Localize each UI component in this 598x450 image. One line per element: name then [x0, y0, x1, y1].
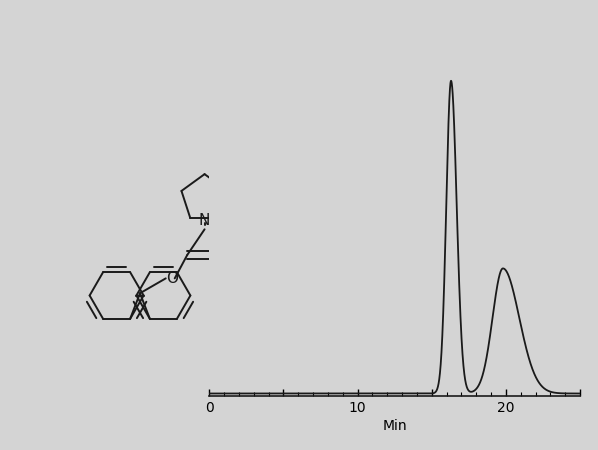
Text: O: O [166, 271, 178, 286]
Text: O: O [266, 184, 278, 199]
Text: OH: OH [248, 155, 271, 170]
Text: *: * [233, 184, 242, 202]
X-axis label: Min: Min [382, 419, 407, 433]
Text: N: N [199, 213, 210, 228]
Text: O: O [216, 248, 228, 264]
